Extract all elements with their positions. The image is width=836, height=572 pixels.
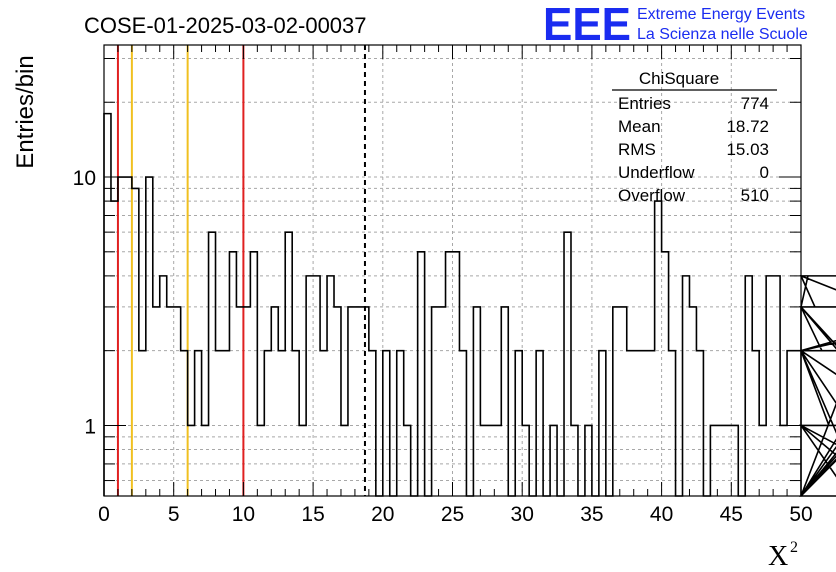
x-axis-title: X 2 (768, 539, 798, 572)
y-tick-labels: 1 10 (73, 167, 96, 438)
x-tick-labels: 0 5 10 15 20 25 30 35 40 45 50 (98, 503, 813, 526)
eee-logo: EEE Extreme Energy Events La Scienza nel… (543, 0, 808, 50)
axis-ticks (103, 45, 802, 496)
histogram-outline (103, 112, 836, 497)
stats-value: 18.72 (726, 117, 769, 136)
x-tick-label: 25 (441, 503, 464, 526)
logo-line-2: La Scienza nelle Scuole (637, 26, 808, 43)
stats-label: Entries (618, 94, 671, 113)
y-tick-label: 1 (84, 415, 96, 438)
chart-title: COSE-01-2025-03-02-00037 (84, 13, 367, 38)
x-tick-label: 15 (301, 503, 324, 526)
stats-value: 0 (760, 163, 769, 182)
x-tick-label: 5 (168, 503, 180, 526)
x-axis-title-superscript: 2 (790, 539, 798, 556)
x-axis-title-symbol: X (768, 541, 788, 572)
stats-label: RMS (618, 140, 656, 159)
x-tick-label: 50 (789, 503, 812, 526)
x-tick-label: 30 (511, 503, 534, 526)
stats-box: ChiSquare Entries 774 Mean 18.72 RMS 15.03 Und… (612, 69, 777, 205)
stats-label: Mean (618, 117, 661, 136)
stats-rows: Entries 774 Mean 18.72 RMS 15.03 Underflow 0 Ove… (618, 94, 769, 205)
y-tick-label: 10 (73, 167, 96, 190)
x-tick-label: 10 (232, 503, 255, 526)
x-tick-label: 40 (650, 503, 673, 526)
logo-line-1: Extreme Energy Events (637, 6, 805, 23)
x-tick-label: 45 (720, 503, 743, 526)
stats-label: Overflow (618, 186, 686, 205)
stats-value: 510 (741, 186, 769, 205)
stats-value: 15.03 (726, 140, 769, 159)
x-tick-label: 35 (580, 503, 603, 526)
x-tick-label: 20 (371, 503, 394, 526)
stats-title: ChiSquare (639, 69, 719, 88)
y-axis-title: Entries/bin (12, 55, 39, 168)
histogram (103, 112, 836, 497)
x-tick-label: 0 (98, 503, 110, 526)
stats-value: 774 (741, 94, 769, 113)
logo-letters: EEE (543, 0, 631, 50)
stats-label: Underflow (618, 163, 695, 182)
